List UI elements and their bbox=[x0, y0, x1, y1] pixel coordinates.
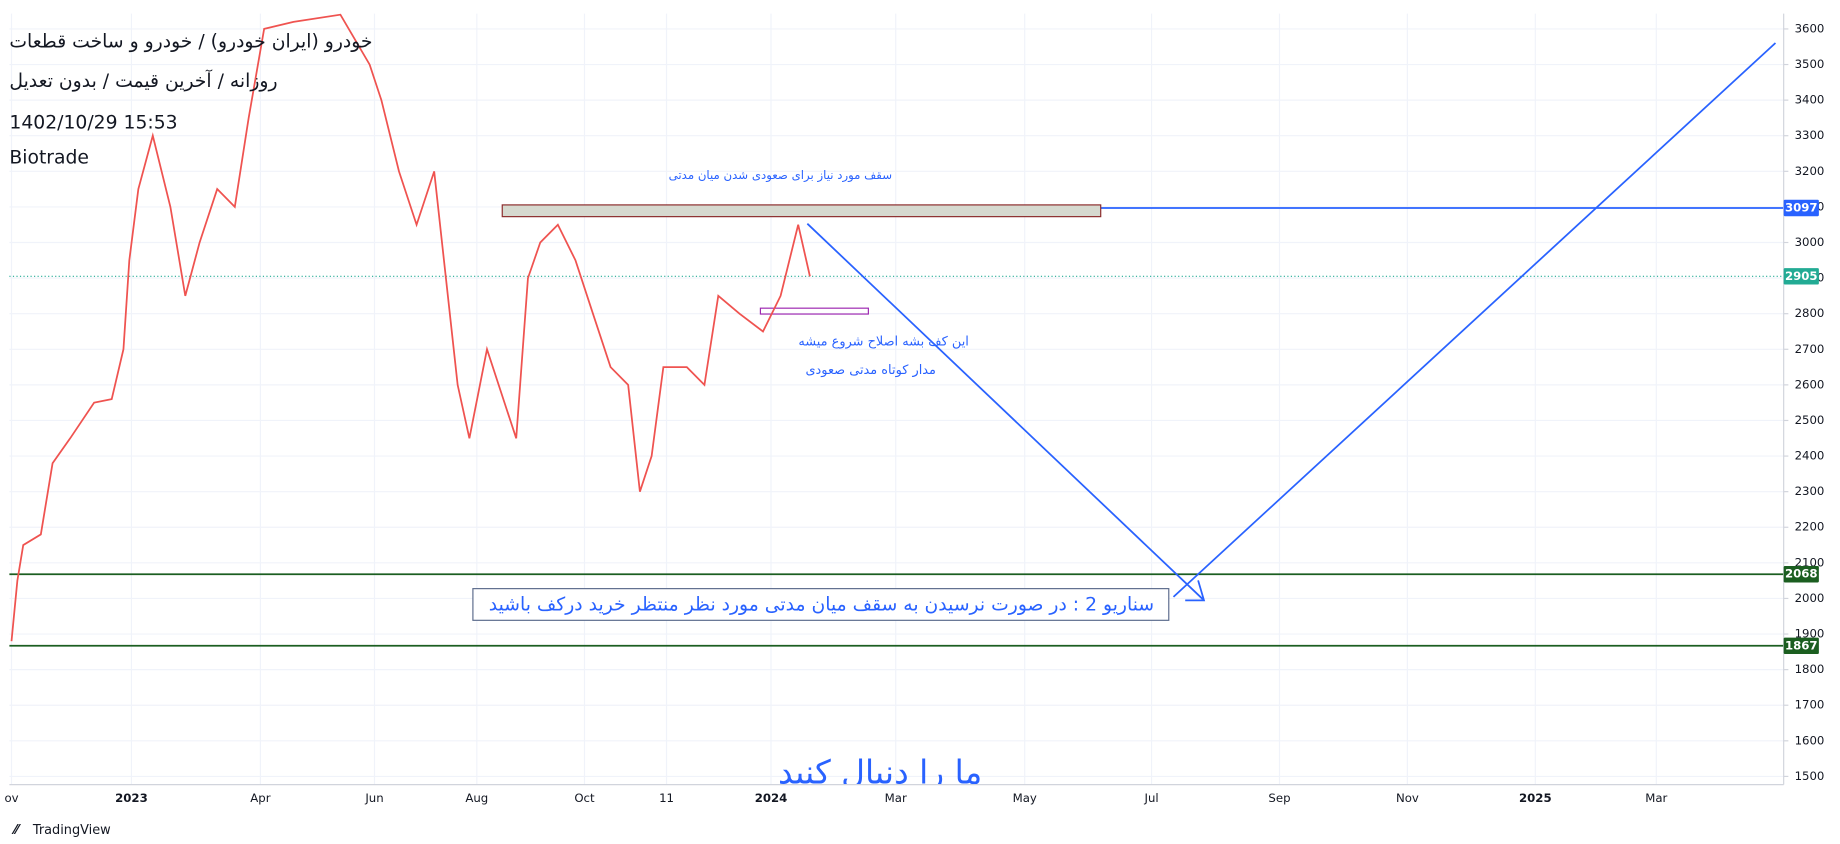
x-tick-label: Nov bbox=[1396, 791, 1419, 805]
annotation: سقف مورد نیاز برای صعودی شدن میان مدتی bbox=[669, 168, 892, 183]
y-tick-label: 2100 bbox=[1795, 555, 1825, 569]
y-tick-label: 2800 bbox=[1795, 306, 1825, 320]
x-tick-label: Sep bbox=[1268, 791, 1290, 805]
y-tick-label: 3400 bbox=[1795, 93, 1825, 107]
price-level-box bbox=[1783, 566, 1819, 583]
y-tick-label: 1600 bbox=[1795, 733, 1825, 747]
x-tick-label: 2025 bbox=[1519, 791, 1552, 805]
y-tick-label: 1900 bbox=[1795, 627, 1825, 641]
x-tick-label: 11 bbox=[659, 791, 674, 805]
levels bbox=[9, 207, 1784, 647]
grid bbox=[9, 13, 1784, 785]
x-tick-label: 2024 bbox=[755, 791, 788, 805]
resistance-zone bbox=[501, 204, 1102, 218]
price-level-box bbox=[1783, 268, 1819, 285]
chart-date: 1402/10/29 15:53 bbox=[9, 112, 177, 133]
price-level-box bbox=[1783, 637, 1819, 654]
x-tick-label: Oct bbox=[574, 791, 595, 805]
y-tick-label: 1700 bbox=[1795, 698, 1825, 712]
scenario-box bbox=[472, 588, 1170, 621]
price-level-label: 3097 bbox=[1785, 200, 1818, 214]
scenario-text: سناریو 2 : در صورت نرسیدن به سقف میان مد… bbox=[489, 595, 1154, 616]
price-level-label: 2905 bbox=[1785, 269, 1818, 283]
y-tick-label: 2400 bbox=[1795, 449, 1825, 463]
arrow-up bbox=[1172, 42, 1777, 598]
chart-author: Biotrade bbox=[9, 147, 89, 168]
x-tick-label: ov bbox=[4, 791, 18, 805]
y-tick-label: 2300 bbox=[1795, 484, 1825, 498]
y-tick-label: 1500 bbox=[1795, 769, 1825, 783]
arrow-down bbox=[806, 223, 1204, 600]
y-tick-label: 2700 bbox=[1795, 342, 1825, 356]
price-level-label: 2068 bbox=[1785, 567, 1818, 581]
y-tick-label: 2200 bbox=[1795, 520, 1825, 534]
support-zone bbox=[759, 307, 869, 315]
x-tick-label: Jun bbox=[364, 791, 383, 805]
x-tick-label: Apr bbox=[250, 791, 270, 805]
x-tick-label: Aug bbox=[465, 791, 488, 805]
price-level-box bbox=[1783, 199, 1819, 217]
y-tick-label: 3600 bbox=[1795, 21, 1825, 35]
x-tick-label: Jul bbox=[1143, 791, 1158, 805]
y-tick-label: 3300 bbox=[1795, 128, 1825, 142]
x-tick-label: 2023 bbox=[115, 791, 148, 805]
x-tick-label: May bbox=[1013, 791, 1037, 805]
y-tick-label: 3500 bbox=[1795, 57, 1825, 71]
x-tick-label: Mar bbox=[1645, 791, 1667, 805]
arrow-head bbox=[1185, 580, 1206, 602]
y-tick-label: 3000 bbox=[1795, 235, 1825, 249]
price-level-label: 1867 bbox=[1785, 638, 1818, 652]
brand: TradingView bbox=[32, 823, 111, 838]
chart-subtitle: روزانه / آخرین قیمت / بدون تعدیل bbox=[9, 69, 277, 92]
axis-band bbox=[0, 784, 1840, 840]
y-tick-label: 3200 bbox=[1795, 164, 1825, 178]
y-tick-label: 2000 bbox=[1795, 591, 1825, 605]
series bbox=[10, 13, 811, 642]
y-tick-label: 1800 bbox=[1795, 662, 1825, 676]
y-tick-label: 2600 bbox=[1795, 377, 1825, 391]
annotation: این کف بشه اصلاح شروع میشه bbox=[798, 335, 969, 350]
chart-title: خودرو (ایران خودرو) / خودرو و ساخت قطعات bbox=[9, 31, 372, 52]
brand-logo: ⁄⁄ bbox=[11, 823, 21, 838]
y-tick-label: 2500 bbox=[1795, 413, 1825, 427]
annotation: مدار کوتاه مدتی صعودی bbox=[805, 363, 936, 378]
price-line bbox=[10, 13, 811, 642]
x-tick-label: Mar bbox=[885, 791, 907, 805]
axes: 1500 1600 1700 1800 1900 2000 2100 2200 2300 2400… bbox=[4, 21, 1824, 805]
